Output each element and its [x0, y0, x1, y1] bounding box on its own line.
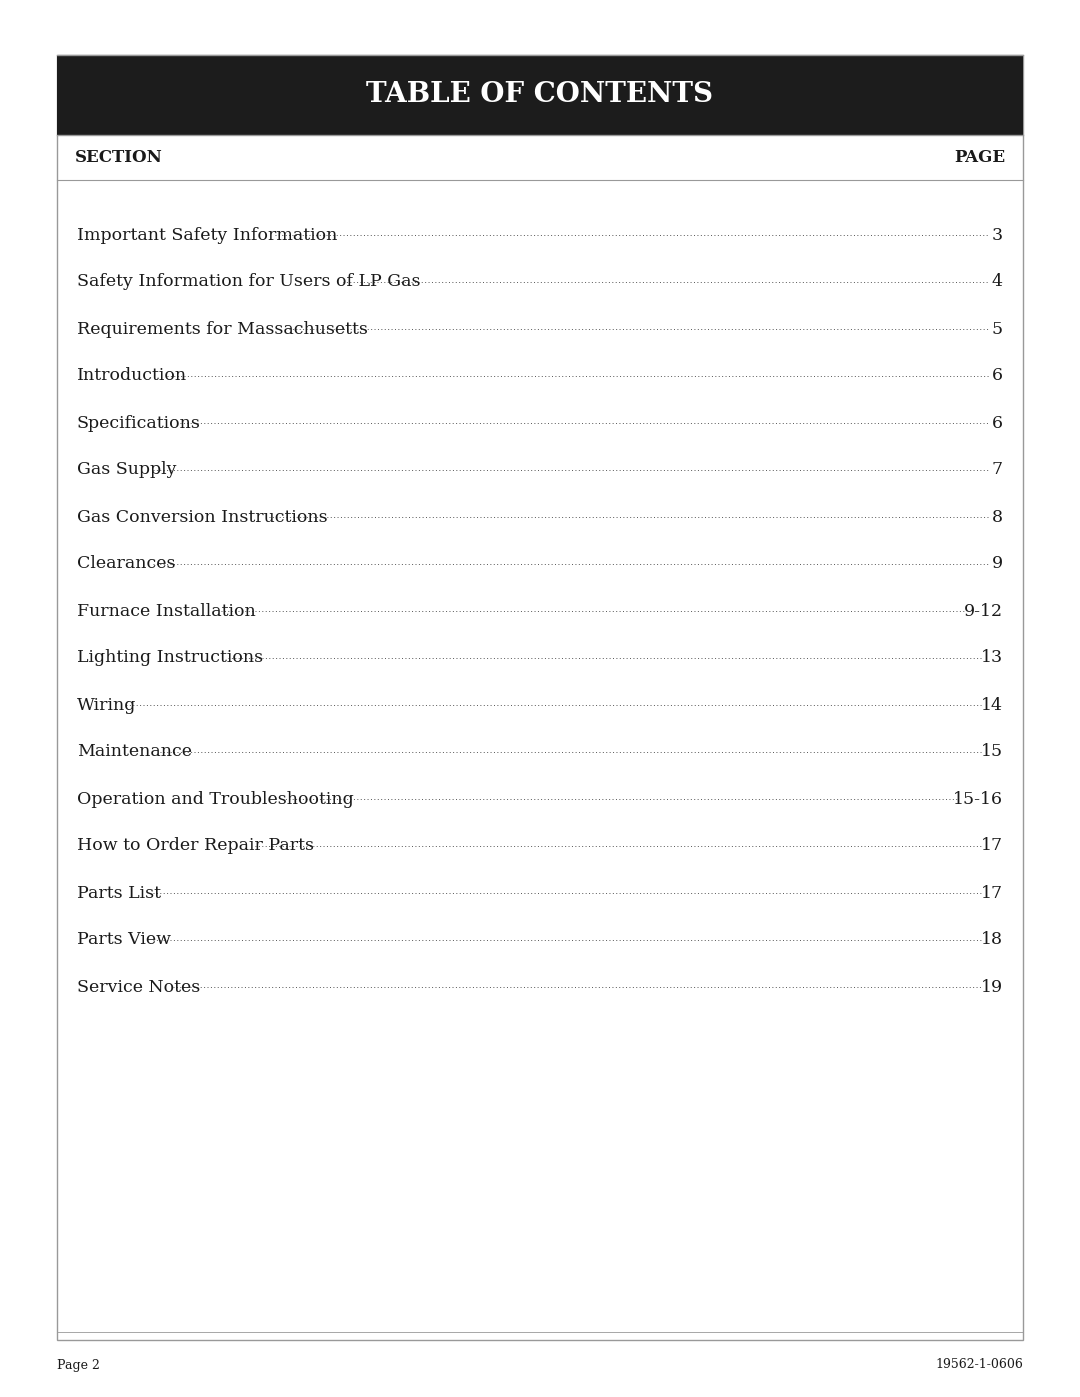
- Text: Gas Supply: Gas Supply: [77, 461, 176, 479]
- Text: 19: 19: [981, 978, 1003, 996]
- Bar: [57, 54, 1023, 1340]
- Text: Page 2: Page 2: [57, 1358, 99, 1372]
- Text: Gas Conversion Instructions: Gas Conversion Instructions: [77, 509, 327, 525]
- Text: Lighting Instructions: Lighting Instructions: [77, 650, 264, 666]
- Text: 18: 18: [981, 932, 1003, 949]
- Text: Service Notes: Service Notes: [77, 978, 200, 996]
- Text: PAGE: PAGE: [954, 149, 1005, 166]
- Text: 5: 5: [991, 320, 1003, 338]
- Text: 19562-1-0606: 19562-1-0606: [935, 1358, 1023, 1372]
- Text: SECTION: SECTION: [75, 149, 163, 166]
- Text: Wiring: Wiring: [77, 697, 136, 714]
- Text: Maintenance: Maintenance: [77, 743, 192, 760]
- Text: Furnace Installation: Furnace Installation: [77, 602, 256, 619]
- Text: 15-16: 15-16: [953, 791, 1003, 807]
- Text: 13: 13: [981, 650, 1003, 666]
- Text: Parts View: Parts View: [77, 932, 171, 949]
- Text: Requirements for Massachusetts: Requirements for Massachusetts: [77, 320, 368, 338]
- Text: 9-12: 9-12: [963, 602, 1003, 619]
- Text: 15: 15: [981, 743, 1003, 760]
- Bar: [57, 54, 1023, 136]
- Text: 17: 17: [981, 837, 1003, 855]
- Text: 9: 9: [991, 556, 1003, 573]
- Text: 17: 17: [981, 884, 1003, 901]
- Text: Clearances: Clearances: [77, 556, 175, 573]
- Text: 6: 6: [993, 367, 1003, 384]
- Text: 7: 7: [991, 461, 1003, 479]
- Text: 14: 14: [981, 697, 1003, 714]
- Text: How to Order Repair Parts: How to Order Repair Parts: [77, 837, 314, 855]
- Text: Introduction: Introduction: [77, 367, 187, 384]
- Text: 3: 3: [991, 226, 1003, 243]
- Text: Specifications: Specifications: [77, 415, 201, 432]
- Text: Important Safety Information: Important Safety Information: [77, 226, 337, 243]
- Text: Parts List: Parts List: [77, 884, 161, 901]
- Text: 4: 4: [993, 274, 1003, 291]
- Text: 8: 8: [993, 509, 1003, 525]
- Text: Safety Information for Users of LP Gas: Safety Information for Users of LP Gas: [77, 274, 420, 291]
- Text: Operation and Troubleshooting: Operation and Troubleshooting: [77, 791, 354, 807]
- Text: TABLE OF CONTENTS: TABLE OF CONTENTS: [366, 81, 714, 109]
- Text: 6: 6: [993, 415, 1003, 432]
